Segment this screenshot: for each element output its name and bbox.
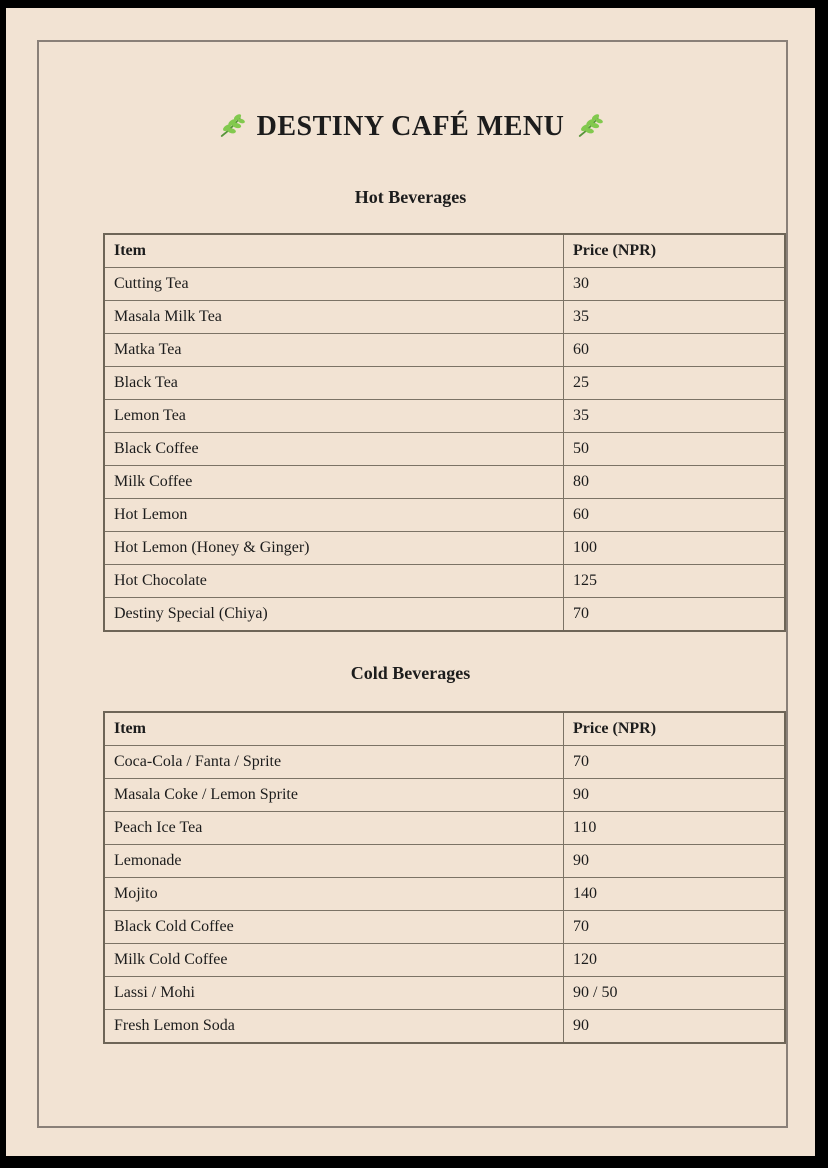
page-title-text: DESTINY CAFÉ MENU: [256, 111, 565, 142]
item-price: 100: [563, 531, 786, 565]
item-price: 80: [563, 465, 786, 499]
menu-row: Matka Tea 60: [103, 333, 786, 367]
item-name: Black Coffee: [103, 432, 564, 466]
menu-row: Black Cold Coffee 70: [103, 910, 786, 944]
menu-page: DESTINY CAFÉ MENU Hot Beverages Item Pri…: [6, 8, 815, 1156]
item-name: Black Tea: [103, 366, 564, 400]
item-name: Hot Chocolate: [103, 564, 564, 598]
item-name: Milk Coffee: [103, 465, 564, 499]
item-price: 90: [563, 1009, 786, 1044]
column-header-price: Price (NPR): [563, 233, 786, 268]
menu-row: Coca-Cola / Fanta / Sprite 70: [103, 745, 786, 779]
menu-row: Milk Cold Coffee 120: [103, 943, 786, 977]
item-name: Destiny Special (Chiya): [103, 597, 564, 632]
item-price: 30: [563, 267, 786, 301]
column-header-item: Item: [103, 233, 564, 268]
menu-row: Masala Coke / Lemon Sprite 90: [103, 778, 786, 812]
item-price: 125: [563, 564, 786, 598]
section-heading-hot-beverages: Hot Beverages: [354, 187, 467, 207]
item-name: Milk Cold Coffee: [103, 943, 564, 977]
item-name: Hot Lemon: [103, 498, 564, 532]
menu-row: Peach Ice Tea 110: [103, 811, 786, 845]
menu-row: Hot Lemon 60: [103, 498, 786, 532]
item-price: 90: [563, 778, 786, 812]
menu-row: Hot Chocolate 125: [103, 564, 786, 598]
menu-row: Masala Milk Tea 35: [103, 300, 786, 334]
menu-row: Black Tea 25: [103, 366, 786, 400]
item-name: Lemonade: [103, 844, 564, 878]
herb-sprig-icon: [576, 112, 604, 150]
menu-row: Fresh Lemon Soda 90: [103, 1009, 786, 1044]
column-header-price: Price (NPR): [563, 711, 786, 746]
menu-row: Lassi / Mohi 90 / 50: [103, 976, 786, 1010]
item-name: Black Cold Coffee: [103, 910, 564, 944]
menu-row: Lemon Tea 35: [103, 399, 786, 433]
menu-row: Milk Coffee 80: [103, 465, 786, 499]
item-price: 110: [563, 811, 786, 845]
item-name: Lemon Tea: [103, 399, 564, 433]
item-name: Mojito: [103, 877, 564, 911]
table-header-row: Item Price (NPR): [103, 711, 786, 746]
item-price: 60: [563, 333, 786, 367]
item-price: 60: [563, 498, 786, 532]
item-price: 35: [563, 300, 786, 334]
item-name: Lassi / Mohi: [103, 976, 564, 1010]
menu-row: Lemonade 90: [103, 844, 786, 878]
menu-row: Mojito 140: [103, 877, 786, 911]
item-name: Coca-Cola / Fanta / Sprite: [103, 745, 564, 779]
menu-row: Cutting Tea 30: [103, 267, 786, 301]
item-price: 140: [563, 877, 786, 911]
item-price: 70: [563, 597, 786, 632]
item-name: Masala Milk Tea: [103, 300, 564, 334]
herb-sprig-icon: [218, 112, 245, 150]
item-price: 35: [563, 399, 786, 433]
item-price: 90 / 50: [563, 976, 786, 1010]
item-name: Masala Coke / Lemon Sprite: [103, 778, 564, 812]
item-name: Peach Ice Tea: [103, 811, 564, 845]
hot-beverages-table: Item Price (NPR) Cutting Tea 30 Masala Mil…: [103, 233, 786, 632]
menu-row: Hot Lemon (Honey & Ginger) 100: [103, 531, 786, 565]
cold-beverages-table: Item Price (NPR) Coca-Cola / Fanta / Spr…: [103, 711, 786, 1044]
menu-row: Black Coffee 50: [103, 432, 786, 466]
column-header-item: Item: [103, 711, 564, 746]
item-price: 25: [563, 366, 786, 400]
item-price: 70: [563, 910, 786, 944]
item-price: 90: [563, 844, 786, 878]
item-name: Matka Tea: [103, 333, 564, 367]
table-header-row: Item Price (NPR): [103, 233, 786, 268]
item-name: Hot Lemon (Honey & Ginger): [103, 531, 564, 565]
item-price: 120: [563, 943, 786, 977]
page-title: DESTINY CAFÉ MENU: [6, 108, 815, 150]
item-price: 50: [563, 432, 786, 466]
section-heading-cold-beverages: Cold Beverages: [350, 663, 471, 683]
item-price: 70: [563, 745, 786, 779]
item-name: Cutting Tea: [103, 267, 564, 301]
item-name: Fresh Lemon Soda: [103, 1009, 564, 1044]
menu-row: Destiny Special (Chiya) 70: [103, 597, 786, 632]
